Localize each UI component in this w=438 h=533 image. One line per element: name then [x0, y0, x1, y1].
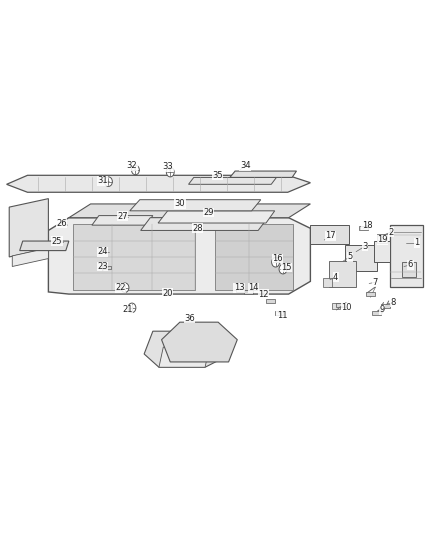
Bar — [336, 303, 344, 306]
Polygon shape — [92, 216, 153, 225]
Text: 31: 31 — [97, 176, 108, 185]
Text: 21: 21 — [122, 305, 133, 314]
Text: 30: 30 — [174, 199, 185, 208]
Polygon shape — [402, 262, 416, 277]
Polygon shape — [332, 303, 340, 309]
Text: 17: 17 — [325, 231, 336, 240]
Text: 27: 27 — [117, 212, 128, 221]
Polygon shape — [188, 177, 276, 184]
Text: 1: 1 — [414, 238, 420, 247]
Text: 18: 18 — [362, 221, 372, 230]
Text: 22: 22 — [115, 283, 126, 292]
Circle shape — [272, 257, 279, 267]
Bar — [372, 311, 381, 315]
Text: 36: 36 — [184, 314, 195, 323]
Polygon shape — [374, 241, 390, 262]
Text: 13: 13 — [234, 283, 244, 292]
Text: 4: 4 — [333, 272, 338, 281]
Circle shape — [128, 303, 136, 313]
Text: 35: 35 — [212, 171, 223, 180]
Polygon shape — [230, 171, 297, 177]
Circle shape — [105, 177, 113, 187]
Text: 5: 5 — [347, 253, 352, 262]
Text: 12: 12 — [258, 289, 268, 298]
Polygon shape — [158, 211, 275, 223]
Polygon shape — [12, 248, 48, 266]
Text: 19: 19 — [378, 236, 388, 245]
Text: 34: 34 — [240, 161, 251, 170]
Text: 33: 33 — [162, 163, 173, 171]
Text: 24: 24 — [97, 247, 108, 256]
Circle shape — [279, 264, 287, 274]
Text: 32: 32 — [127, 161, 137, 170]
Polygon shape — [390, 225, 423, 287]
Bar — [266, 299, 275, 303]
Text: 7: 7 — [372, 278, 378, 287]
Bar — [359, 227, 368, 230]
Polygon shape — [159, 347, 209, 367]
Polygon shape — [345, 245, 377, 271]
Text: 26: 26 — [56, 219, 67, 228]
Bar — [244, 290, 253, 294]
Text: 23: 23 — [97, 262, 108, 271]
Polygon shape — [323, 278, 332, 287]
Polygon shape — [162, 322, 237, 362]
Bar — [236, 288, 244, 292]
Text: 8: 8 — [390, 298, 396, 307]
Text: 25: 25 — [52, 237, 62, 246]
Text: 28: 28 — [192, 224, 202, 233]
Text: 15: 15 — [281, 263, 292, 272]
Polygon shape — [144, 331, 231, 367]
Text: 16: 16 — [272, 254, 283, 263]
Text: 20: 20 — [162, 288, 173, 297]
Polygon shape — [102, 262, 108, 271]
Text: 3: 3 — [362, 242, 367, 251]
Bar — [275, 311, 283, 315]
Polygon shape — [215, 224, 293, 290]
Bar — [381, 304, 390, 308]
Circle shape — [121, 283, 129, 293]
Circle shape — [166, 167, 174, 177]
Text: 6: 6 — [408, 261, 413, 269]
Polygon shape — [9, 199, 48, 257]
Text: 11: 11 — [277, 311, 287, 320]
Polygon shape — [48, 217, 311, 294]
Polygon shape — [130, 200, 261, 211]
Text: 9: 9 — [380, 305, 385, 314]
Text: 10: 10 — [341, 303, 352, 312]
Text: 2: 2 — [389, 228, 393, 237]
Polygon shape — [73, 224, 195, 290]
Polygon shape — [328, 261, 356, 287]
Polygon shape — [7, 175, 311, 192]
Text: 29: 29 — [203, 208, 214, 217]
Bar — [366, 292, 375, 296]
Circle shape — [131, 165, 139, 175]
Polygon shape — [377, 233, 387, 243]
Polygon shape — [20, 241, 69, 251]
Polygon shape — [69, 204, 311, 217]
Text: 14: 14 — [249, 283, 259, 292]
Polygon shape — [141, 217, 268, 230]
Polygon shape — [311, 225, 349, 244]
Bar — [102, 266, 111, 269]
